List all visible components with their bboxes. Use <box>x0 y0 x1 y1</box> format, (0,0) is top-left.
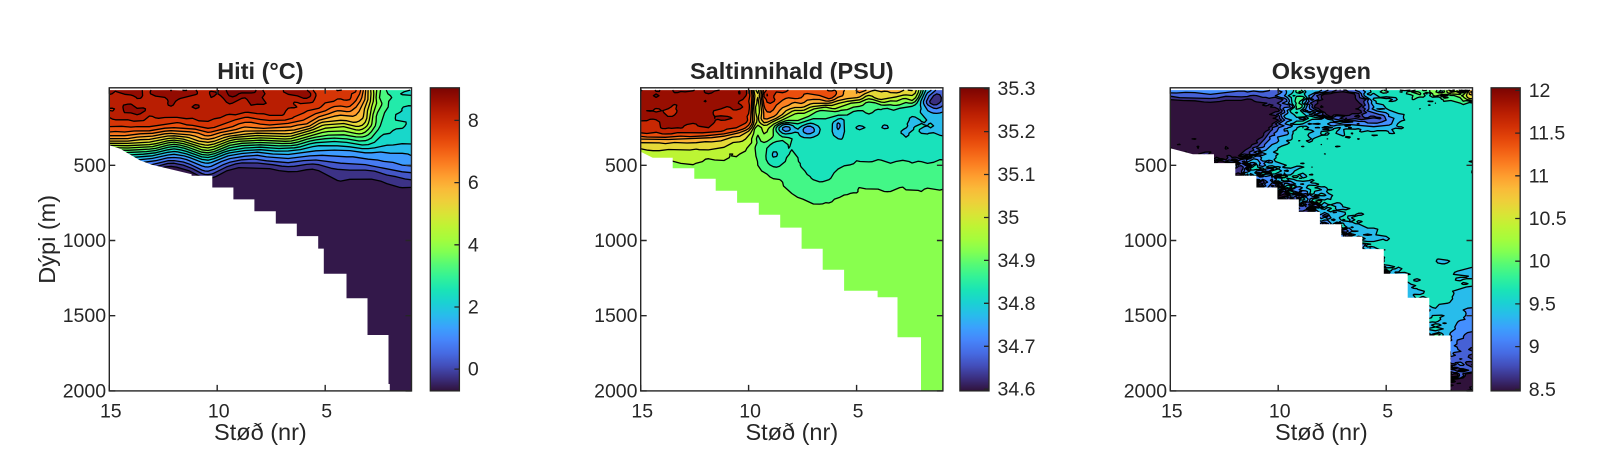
svg-text:2000: 2000 <box>63 380 107 402</box>
svg-text:0: 0 <box>468 359 479 381</box>
svg-text:34.8: 34.8 <box>998 293 1036 315</box>
svg-text:10: 10 <box>1269 400 1291 422</box>
svg-text:1500: 1500 <box>1124 305 1168 327</box>
svg-text:8: 8 <box>468 110 479 132</box>
svg-text:11: 11 <box>1529 165 1549 187</box>
svg-text:1000: 1000 <box>594 230 638 252</box>
svg-text:34.7: 34.7 <box>998 336 1036 358</box>
svg-text:5: 5 <box>853 400 864 422</box>
svg-text:Støð (nr): Støð (nr) <box>214 419 307 445</box>
svg-text:35.2: 35.2 <box>998 121 1036 143</box>
svg-text:10.5: 10.5 <box>1529 208 1567 230</box>
svg-text:10: 10 <box>208 400 230 422</box>
svg-text:5: 5 <box>321 400 332 422</box>
svg-text:500: 500 <box>74 155 107 177</box>
svg-text:35.1: 35.1 <box>998 164 1036 186</box>
svg-text:6: 6 <box>468 172 479 194</box>
svg-text:2: 2 <box>468 297 479 319</box>
svg-text:Dýpi (m): Dýpi (m) <box>34 195 60 284</box>
svg-text:15: 15 <box>1161 400 1183 422</box>
svg-text:1000: 1000 <box>63 230 107 252</box>
svg-text:10: 10 <box>739 400 761 422</box>
svg-text:Støð (nr): Støð (nr) <box>745 419 838 445</box>
svg-text:Saltinnihald (PSU): Saltinnihald (PSU) <box>690 58 894 84</box>
svg-text:15: 15 <box>100 400 122 422</box>
svg-text:15: 15 <box>631 400 653 422</box>
svg-text:34.9: 34.9 <box>998 250 1036 272</box>
svg-text:2000: 2000 <box>1124 380 1168 402</box>
svg-text:10: 10 <box>1529 251 1551 273</box>
svg-text:35.3: 35.3 <box>998 78 1036 100</box>
svg-text:12: 12 <box>1529 80 1551 102</box>
svg-text:500: 500 <box>1135 155 1168 177</box>
svg-text:2000: 2000 <box>594 380 638 402</box>
svg-text:9.5: 9.5 <box>1529 293 1556 315</box>
svg-text:Oksygen: Oksygen <box>1272 58 1371 84</box>
svg-text:4: 4 <box>468 234 479 256</box>
svg-text:9: 9 <box>1529 336 1540 358</box>
svg-text:8.5: 8.5 <box>1529 379 1556 401</box>
svg-text:11.5: 11.5 <box>1529 123 1566 145</box>
svg-text:Støð (nr): Støð (nr) <box>1275 419 1368 445</box>
svg-text:5: 5 <box>1382 400 1393 422</box>
svg-text:1500: 1500 <box>594 305 638 327</box>
svg-text:1500: 1500 <box>63 305 107 327</box>
svg-text:500: 500 <box>605 155 638 177</box>
svg-text:35: 35 <box>998 207 1020 229</box>
svg-text:1000: 1000 <box>1124 230 1168 252</box>
svg-text:34.6: 34.6 <box>998 379 1036 401</box>
svg-text:Hiti (°C): Hiti (°C) <box>217 58 303 84</box>
